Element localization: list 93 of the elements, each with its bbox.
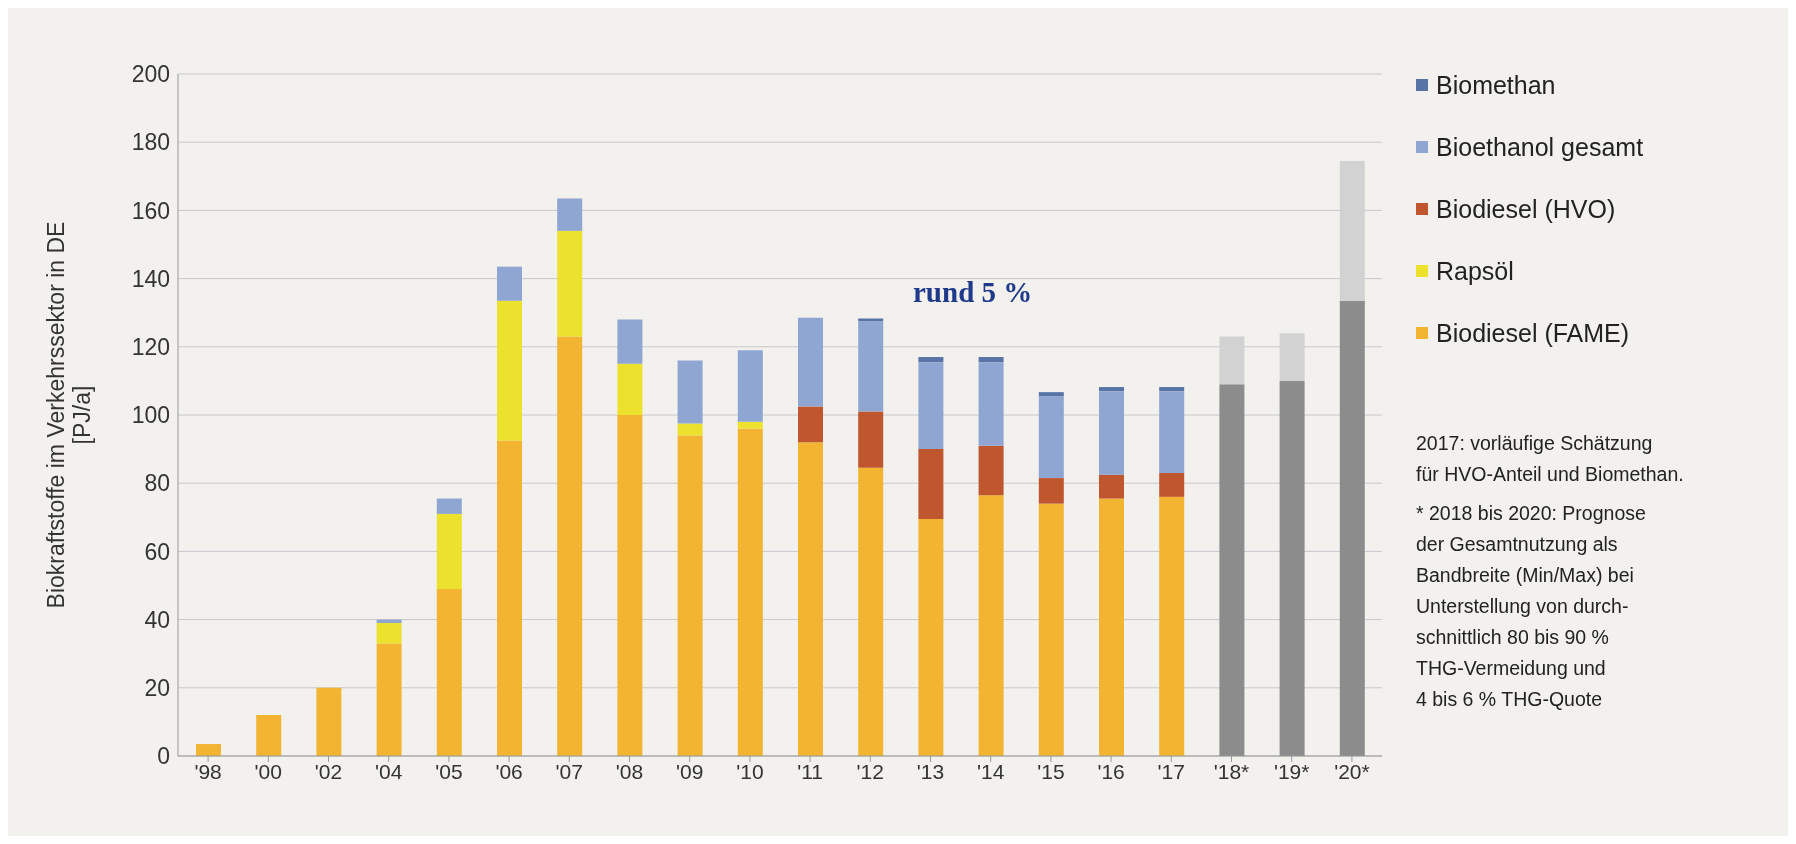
x-tick-label: '18*	[1213, 759, 1250, 783]
x-tick-label: '04	[375, 759, 403, 783]
bar	[1038, 503, 1064, 756]
y-tick-label: 0	[157, 743, 170, 770]
x-tick-label: '19*	[1273, 759, 1310, 783]
legend-label: Rapsöl	[1436, 256, 1514, 286]
y-tick-label: 140	[131, 265, 170, 292]
bar	[256, 715, 282, 756]
legend-label: Biodiesel (FAME)	[1436, 318, 1630, 348]
bar	[497, 266, 522, 301]
bar	[1038, 396, 1064, 479]
bar	[798, 442, 823, 756]
x-tick-label: '14	[977, 759, 1005, 783]
y-tick-label: 120	[131, 333, 170, 360]
y-axis-title: Biokraftstoffe im Verkehrssektor in DE [PJ/a]	[43, 221, 95, 609]
bar	[978, 445, 1004, 496]
bar	[978, 357, 1004, 363]
y-tick-label: 160	[131, 197, 170, 224]
annotation: rund 5 %	[913, 276, 1033, 309]
bar	[1159, 496, 1185, 756]
bar	[497, 300, 522, 441]
bar	[1099, 387, 1124, 392]
bar	[1038, 478, 1064, 504]
bar	[1099, 474, 1124, 499]
bar	[978, 362, 1004, 446]
x-tick-label: '11	[797, 759, 824, 783]
bar	[1279, 380, 1305, 756]
bar	[918, 449, 944, 520]
y-tick-label: 20	[144, 674, 170, 701]
bar	[858, 321, 884, 412]
bar	[1099, 498, 1124, 756]
bar	[196, 744, 221, 756]
bar	[1339, 300, 1365, 756]
bar	[557, 198, 583, 231]
bar	[436, 498, 462, 514]
bar	[436, 513, 462, 589]
bar	[316, 687, 342, 756]
bar	[376, 643, 402, 756]
x-tick-label: '08	[615, 759, 644, 783]
y-tick-label: 40	[144, 606, 170, 633]
x-tick-label: '17	[1157, 759, 1185, 783]
bar	[798, 406, 823, 443]
bar	[436, 588, 462, 756]
x-tick-label: '16	[1097, 759, 1125, 783]
bar	[1099, 391, 1124, 475]
bar	[677, 435, 703, 756]
bar	[798, 317, 823, 407]
bar	[858, 318, 884, 322]
bar	[737, 421, 763, 429]
x-tick-label: '05	[435, 759, 463, 783]
bar	[1159, 391, 1185, 473]
bar	[737, 428, 763, 756]
x-tick-label: '12	[856, 759, 884, 783]
x-tick-label: '13	[916, 759, 945, 783]
y-tick-label: 80	[144, 470, 170, 497]
x-tick-label: '98	[194, 759, 222, 783]
bar	[617, 363, 643, 415]
text: * 2018 bis 2020: Prognose der Gesamtnutzung als Bandbreite (Min/Max) bei Unterstellung von durch- schnittlich 80 bis 90 % THG-Vermeidung und 4 bis 6 % THG-Quote	[1416, 501, 1646, 712]
text: 2017: vorläufige Schätzung für HVO-Anteil und Biomethan.	[1416, 431, 1684, 487]
x-tick-label: '15	[1037, 759, 1065, 783]
bar	[617, 319, 643, 364]
bar	[557, 230, 583, 337]
x-tick-label: '09	[676, 759, 704, 783]
y-tick-label: 100	[131, 402, 170, 429]
bar	[1038, 392, 1064, 397]
y-tick-label: 200	[131, 61, 170, 88]
y-tick-label: 60	[144, 538, 170, 565]
bar	[677, 423, 703, 436]
bar	[858, 411, 884, 468]
bar	[918, 519, 944, 756]
legend-label: Biodiesel (HVO)	[1436, 194, 1616, 224]
x-tick-label: '06	[495, 759, 523, 783]
bar	[617, 415, 643, 756]
legend-label: Biomethan	[1436, 70, 1556, 100]
x-tick-label: '07	[555, 759, 583, 783]
legend-label: Bioethanol gesamt	[1436, 132, 1644, 162]
x-tick-label: '00	[254, 759, 282, 783]
y-tick-label: 180	[131, 129, 170, 156]
bar	[858, 467, 884, 756]
bar	[677, 360, 703, 424]
bar	[918, 362, 944, 450]
bar	[737, 350, 763, 422]
bar	[918, 357, 944, 363]
bar	[1159, 387, 1185, 392]
x-tick-label: '20*	[1334, 759, 1370, 783]
bar	[978, 495, 1004, 756]
bar	[376, 623, 402, 644]
x-tick-label: '10	[736, 759, 764, 783]
bar	[1219, 384, 1245, 756]
bar	[1159, 472, 1185, 497]
bar	[497, 440, 522, 756]
bar	[557, 336, 583, 756]
x-tick-label: '02	[314, 759, 343, 783]
